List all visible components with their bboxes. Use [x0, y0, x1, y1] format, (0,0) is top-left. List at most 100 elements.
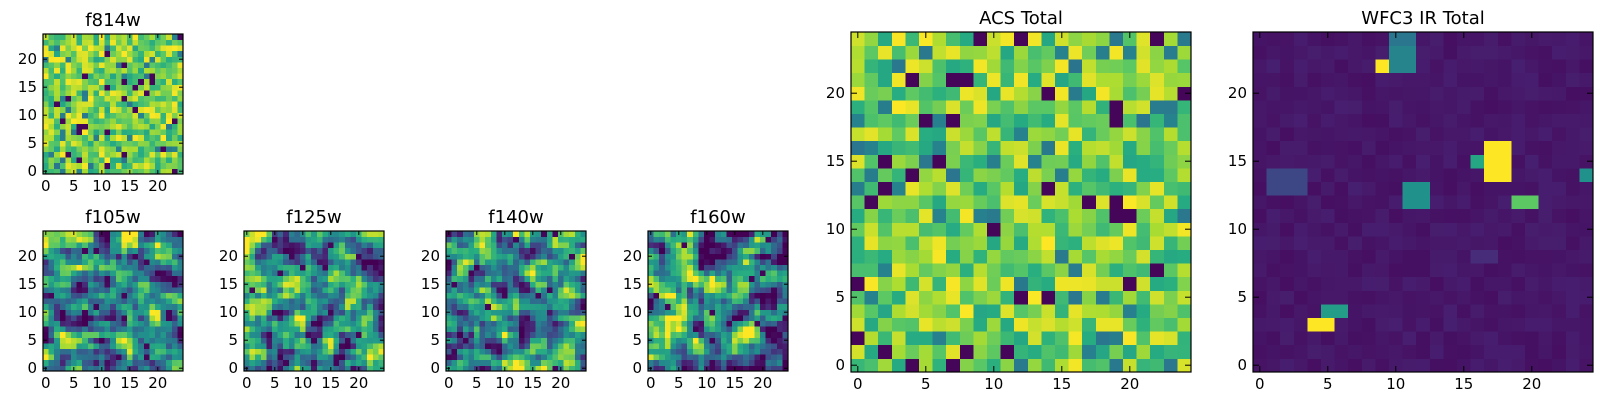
heatmap-cell	[664, 298, 671, 305]
heatmap-cell	[93, 134, 100, 141]
heatmap-cell	[919, 222, 933, 237]
heatmap-cell	[507, 298, 514, 305]
heatmap-cell	[737, 326, 744, 333]
heatmap-cell	[891, 86, 906, 101]
heatmap-cell	[932, 113, 947, 128]
heatmap-cell	[518, 326, 525, 333]
heatmap-cell	[1027, 304, 1042, 318]
heatmap-cell	[294, 281, 301, 288]
heatmap-cell	[563, 264, 570, 271]
heatmap-cell	[65, 50, 72, 57]
heatmap-cell	[1361, 331, 1376, 346]
heatmap-cell	[155, 320, 161, 327]
heatmap-cell	[1348, 59, 1363, 74]
heatmap-cell	[177, 134, 184, 141]
heatmap-cell	[1000, 263, 1015, 278]
heatmap-cell	[333, 231, 340, 237]
heatmap-cell	[1484, 181, 1499, 196]
heatmap-cell	[704, 354, 710, 361]
heatmap-cell	[288, 365, 295, 372]
heatmap-cell	[171, 275, 178, 282]
heatmap-cell	[552, 242, 559, 249]
heatmap-cell	[260, 298, 267, 305]
heatmap-cell	[1280, 317, 1295, 332]
heatmap-cell	[121, 331, 128, 338]
heatmap-cell	[378, 236, 385, 243]
heatmap-cell	[1014, 113, 1029, 128]
heatmap-cell	[149, 320, 156, 327]
heatmap-cell	[54, 162, 61, 169]
heatmap-cell	[127, 337, 133, 344]
heatmap-cell	[1000, 140, 1015, 155]
heatmap-cell	[653, 320, 660, 327]
heatmap-cell	[76, 348, 83, 355]
heatmap-cell	[272, 236, 278, 243]
heatmap-cell	[149, 242, 156, 249]
heatmap-cell	[115, 259, 122, 265]
heatmap-cell	[1484, 344, 1499, 359]
heatmap-cell	[350, 236, 357, 243]
heatmap-cell	[59, 157, 66, 164]
heatmap-cell	[160, 270, 167, 277]
heatmap-cell	[726, 359, 733, 366]
heatmap-cell	[76, 34, 83, 40]
heatmap-cell	[776, 259, 783, 265]
heatmap-cell	[1266, 86, 1281, 101]
heatmap-cell	[143, 275, 150, 282]
heatmap-cell	[121, 90, 128, 96]
heatmap-cell	[155, 292, 161, 299]
heatmap-cell	[121, 146, 128, 152]
heatmap-cell	[138, 34, 145, 40]
heatmap-cell	[65, 146, 72, 152]
heatmap-cell	[305, 292, 312, 299]
heatmap-cell	[48, 298, 55, 305]
heatmap-cell	[765, 309, 772, 316]
heatmap-cell	[709, 354, 716, 361]
heatmap-cell	[372, 309, 379, 316]
x-tick-label: 10	[495, 374, 514, 392]
heatmap-cell	[1375, 72, 1390, 87]
heatmap-cell	[1470, 168, 1485, 182]
heatmap-cell	[93, 292, 100, 299]
heatmap-cell	[283, 343, 290, 349]
heatmap-cell	[698, 236, 705, 243]
heatmap-cell	[1280, 208, 1295, 223]
heatmap-cell	[160, 140, 167, 147]
heatmap-cell	[851, 208, 865, 223]
heatmap-cell	[177, 292, 184, 299]
heatmap-cell	[82, 101, 89, 108]
heatmap-cell	[1348, 86, 1363, 101]
heatmap-cell	[496, 281, 503, 288]
heatmap-cell	[249, 320, 256, 327]
heatmap-cell	[1416, 236, 1431, 250]
heatmap-cell	[709, 275, 716, 282]
y-tick-label: 20	[18, 247, 37, 265]
heatmap-cell	[479, 242, 486, 249]
heatmap-cell	[851, 113, 865, 128]
heatmap-cell	[59, 73, 66, 80]
heatmap-cell	[93, 78, 100, 85]
heatmap-cell	[457, 292, 464, 299]
heatmap-cell	[502, 320, 508, 327]
heatmap-cell	[356, 320, 362, 327]
heatmap-cell	[171, 326, 178, 333]
heatmap-cell	[266, 281, 273, 288]
heatmap-cell	[1266, 168, 1281, 182]
heatmap-cell	[659, 303, 666, 310]
heatmap-cell	[1123, 358, 1137, 373]
heatmap-cell	[1389, 100, 1403, 114]
heatmap-cell	[48, 118, 55, 124]
heatmap-cell	[743, 326, 750, 333]
heatmap-cell	[311, 303, 318, 310]
heatmap-cell	[166, 343, 173, 349]
heatmap-cell	[507, 309, 514, 316]
heatmap-cell	[457, 303, 464, 310]
heatmap-cell	[104, 343, 111, 349]
heatmap-cell	[518, 348, 525, 355]
heatmap-cell	[513, 326, 520, 333]
heatmap-cell	[344, 247, 351, 254]
heatmap-cell	[552, 337, 559, 344]
heatmap-cell	[1552, 236, 1567, 250]
heatmap-cell	[160, 45, 167, 52]
heatmap-cell	[524, 365, 531, 372]
